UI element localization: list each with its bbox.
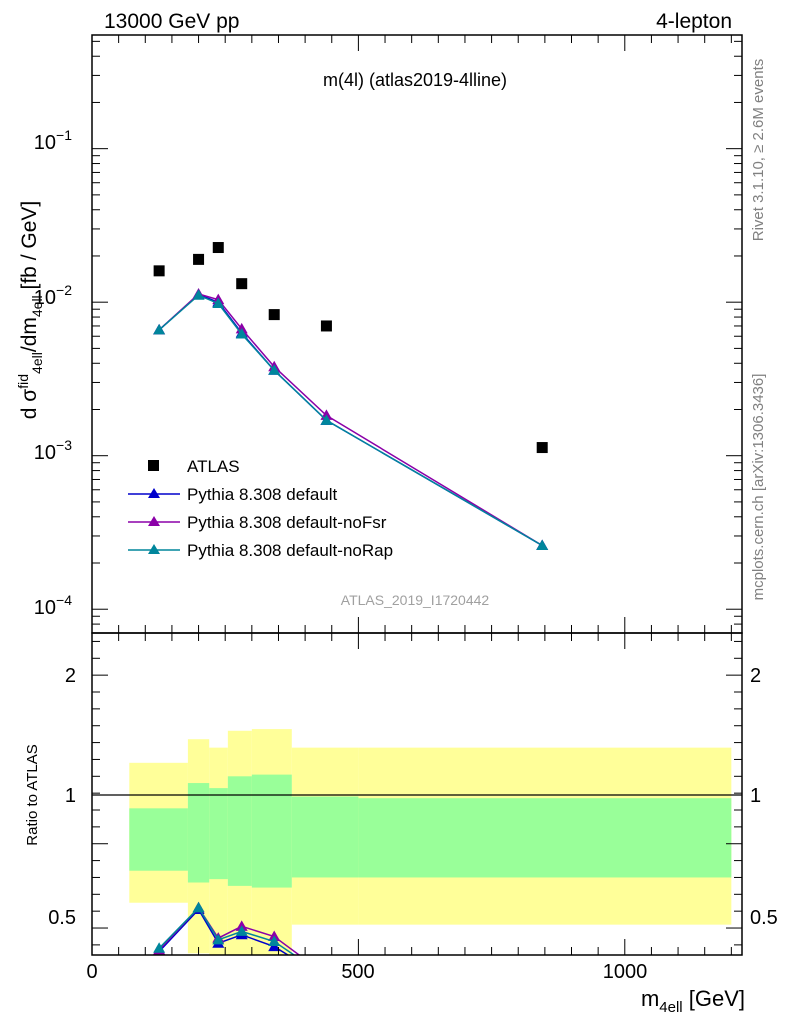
series-line-2 — [158, 294, 543, 547]
band-inner-1 — [187, 783, 210, 883]
ratio-1-point-5 — [320, 969, 332, 980]
xtick-1000: 1000 — [603, 961, 648, 983]
legend: ATLAS Pythia 8.308 default Pythia 8.308 … — [128, 457, 393, 560]
series-2-point-0 — [153, 323, 166, 335]
x-axis-label: m4ell [GeV] — [641, 986, 745, 1016]
atlas-point-0 — [153, 265, 165, 277]
ratio-frame — [91, 632, 743, 956]
legend-label-atlas: ATLAS — [187, 457, 240, 476]
ytick-ratio-0.5: 0.5 — [48, 907, 76, 929]
band-inner-2 — [209, 788, 228, 880]
x-tick-labels: 0 500 1000 — [86, 961, 647, 983]
ratio-2-point-5 — [320, 971, 332, 982]
atlas-data-points — [153, 242, 548, 454]
ratio-2-point-3 — [235, 925, 248, 936]
ytick-ratio-right-1: 1 — [750, 785, 761, 807]
ratio-2-point-6 — [536, 969, 548, 980]
atlas-point-6 — [536, 442, 548, 454]
legend-label-nofsr: Pythia 8.308 default-noFsr — [187, 513, 387, 532]
y-tick-labels-ratio: 2 1 0.5 2 1 0.5 — [48, 665, 778, 929]
series-2-point-1 — [192, 289, 205, 300]
mcplots-label: mcplots.cern.ch [arXiv:1306.3436] — [750, 374, 767, 601]
series-line-0 — [158, 293, 543, 547]
legend-marker-norap — [148, 544, 160, 554]
ytick-main-4: 10−4 — [34, 592, 72, 619]
ytick-ratio-2: 2 — [65, 665, 76, 687]
atlas-point-3 — [236, 278, 248, 290]
band-inner-6 — [358, 798, 732, 878]
series-2-point-6 — [536, 539, 549, 551]
band-inner-5 — [291, 796, 359, 878]
atlas-point-2 — [212, 242, 224, 254]
ratio-0-point-6 — [536, 969, 548, 980]
ratio-2-point-4 — [268, 935, 281, 947]
ytick-main-3: 10−3 — [34, 437, 72, 464]
legend-label-norap: Pythia 8.308 default-noRap — [187, 541, 393, 560]
band-inner-0 — [129, 808, 188, 871]
ratio-2-point-1 — [192, 901, 205, 913]
ytick-ratio-1: 1 — [65, 785, 76, 807]
header-process: 4-lepton — [656, 10, 732, 33]
xtick-500: 500 — [341, 961, 374, 983]
legend-marker-atlas — [148, 460, 159, 471]
plot-title: m(4l) (atlas2019-4lline) — [323, 70, 507, 90]
ratio-uncertainty-bands — [129, 729, 732, 955]
y-axis-label-main: d σfid4ell/dm4ell [fb / GeV] — [15, 201, 45, 419]
series-2-point-4 — [268, 364, 281, 375]
ytick-ratio-right-0.5: 0.5 — [750, 907, 778, 929]
main-curves — [153, 288, 549, 551]
series-2-point-5 — [320, 414, 333, 425]
ratio-1-point-6 — [536, 968, 548, 979]
header-energy: 13000 GeV pp — [104, 10, 239, 33]
series-2-point-3 — [235, 328, 248, 339]
series-2-point-2 — [212, 297, 225, 309]
ratio-curves — [153, 901, 548, 984]
series-line-1 — [158, 293, 543, 547]
atlas-point-1 — [193, 253, 205, 265]
legend-marker-default — [148, 488, 160, 498]
atlas-point-5 — [320, 320, 332, 332]
band-inner-3 — [227, 776, 252, 886]
ratio-2-point-0 — [153, 942, 166, 953]
ytick-ratio-right-2: 2 — [750, 665, 761, 687]
atlas-point-4 — [268, 309, 280, 321]
axis-ticks — [91, 35, 742, 955]
ratio-2-point-2 — [212, 933, 225, 945]
band-inner-4 — [251, 774, 292, 888]
legend-marker-nofsr — [148, 516, 160, 526]
rivet-label: Rivet 3.1.10, ≥ 2.6M events — [750, 59, 767, 242]
ratio-0-point-5 — [320, 973, 332, 984]
analysis-label: ATLAS_2019_I1720442 — [341, 592, 490, 608]
legend-label-default: Pythia 8.308 default — [187, 485, 338, 504]
xtick-0: 0 — [86, 961, 97, 983]
y-axis-label-ratio: Ratio to ATLAS — [24, 744, 41, 845]
ytick-main-1: 10−1 — [34, 127, 72, 154]
